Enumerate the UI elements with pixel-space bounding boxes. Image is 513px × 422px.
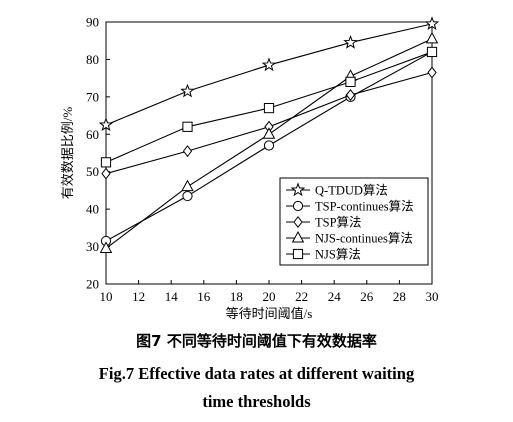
x-tick-label: 28	[393, 289, 406, 304]
x-tick-label: 16	[197, 289, 211, 304]
series-layer	[98, 16, 440, 253]
y-tick-label: 60	[86, 127, 99, 142]
x-tick-label: 24	[328, 289, 342, 304]
x-tick-label: 18	[230, 289, 243, 304]
data-point-diamond	[427, 66, 437, 79]
data-point-circle	[263, 140, 275, 151]
data-point-diamond	[345, 88, 356, 102]
data-point-square	[345, 76, 356, 87]
data-point-square	[426, 46, 438, 58]
data-point-circle	[182, 190, 193, 202]
data-point-square	[182, 121, 193, 132]
series-square	[100, 46, 438, 168]
data-point-diamond	[182, 145, 193, 158]
y-axis-label: 有效数据比例/%	[60, 107, 75, 200]
x-tick-label: 22	[295, 289, 308, 304]
data-point-diamond	[101, 167, 111, 180]
legend-label: TSP-continues算法	[315, 199, 414, 214]
figure-caption-chinese: 图7 不同等待时间阈值下有效数据率	[136, 332, 377, 350]
legend-marker-triangle	[291, 230, 305, 243]
figure-caption-english: Fig.7 Effective data rates at different …	[0, 360, 513, 416]
legend-marker-circle	[292, 200, 304, 212]
x-axis-label: 等待时间阈值/s	[226, 306, 313, 321]
x-tick-label: 12	[132, 289, 145, 304]
x-tick-label: 10	[100, 289, 113, 304]
legend-item: TSP-continues算法	[286, 199, 414, 214]
legend-marker-square	[292, 248, 304, 260]
legend-label: NJS算法	[315, 247, 361, 262]
x-tick-label: 14	[165, 289, 179, 304]
legend-label: Q-TDUD算法	[315, 183, 388, 198]
data-point-star	[180, 83, 195, 98]
figure-caption-english-line-2: time thresholds	[202, 392, 311, 411]
legend: Q-TDUD算法TSP-continues算法TSP算法NJS-continue…	[279, 177, 429, 266]
legend-marker-star	[290, 182, 306, 197]
y-tick-label: 90	[86, 15, 99, 30]
x-axis-ticks: 10 12 14 16 18 20 22 24 26 28 30	[100, 280, 439, 304]
y-tick-label: 40	[86, 202, 99, 217]
x-tick-label: 26	[360, 289, 374, 304]
legend-label: NJS-continues算法	[315, 231, 413, 246]
data-point-star	[343, 34, 358, 49]
figure-caption-english-line-1: Fig.7 Effective data rates at different …	[98, 364, 415, 383]
x-tick-label: 30	[426, 289, 439, 304]
y-tick-label: 70	[86, 89, 99, 104]
y-tick-label: 30	[86, 239, 99, 254]
legend-item: NJS算法	[286, 247, 361, 262]
data-point-triangle	[425, 31, 439, 44]
y-tick-label: 80	[86, 52, 99, 67]
legend-label: TSP算法	[315, 215, 362, 230]
series-diamond	[101, 66, 437, 180]
data-point-triangle	[181, 179, 194, 192]
legend-item: TSP算法	[286, 215, 362, 230]
data-point-star	[98, 117, 114, 132]
y-tick-label: 50	[86, 164, 99, 179]
legend-item: NJS-continues算法	[286, 231, 413, 246]
data-point-star	[424, 16, 440, 31]
data-point-triangle	[262, 127, 276, 139]
y-tick-label: 20	[86, 277, 99, 292]
data-point-star	[261, 57, 277, 72]
series-star	[98, 16, 440, 132]
legend-item: Q-TDUD算法	[286, 182, 388, 198]
legend-marker-diamond	[293, 215, 303, 229]
data-point-square	[100, 157, 112, 168]
data-point-triangle	[99, 241, 113, 253]
x-tick-label: 20	[263, 289, 276, 304]
data-point-square	[263, 102, 275, 114]
